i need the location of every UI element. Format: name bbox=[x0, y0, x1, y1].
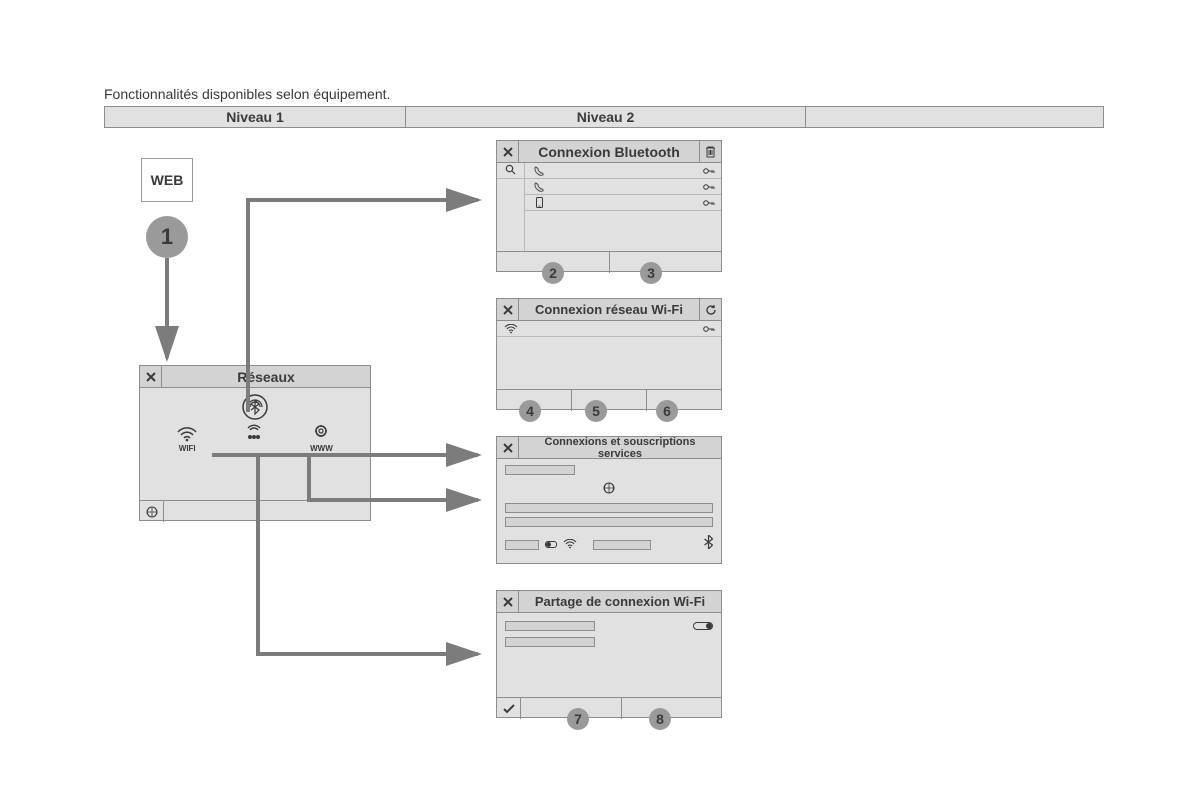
close-icon[interactable] bbox=[497, 299, 519, 320]
field-bar bbox=[505, 465, 575, 475]
check-icon[interactable] bbox=[497, 698, 521, 719]
field-bar bbox=[505, 637, 595, 647]
header-empty bbox=[805, 107, 1103, 127]
field-bar bbox=[593, 540, 651, 550]
panel-services: Connexions et souscriptions services bbox=[496, 436, 722, 564]
wifi-icon[interactable] bbox=[177, 426, 197, 442]
wifi-network-row[interactable] bbox=[497, 321, 721, 337]
www-services-icon[interactable] bbox=[311, 424, 331, 442]
field-bar bbox=[505, 503, 713, 513]
key-icon bbox=[701, 167, 721, 175]
close-icon[interactable] bbox=[497, 141, 519, 162]
bt-device-row[interactable] bbox=[525, 179, 721, 195]
panel-share-title: Partage de connexion Wi-Fi bbox=[519, 594, 721, 609]
hotspot-share-icon[interactable] bbox=[244, 424, 264, 442]
panel-reseaux: Réseaux WIFI bbox=[139, 365, 371, 521]
bubble-3: 3 bbox=[640, 262, 662, 284]
header-level1: Niveau 1 bbox=[105, 107, 405, 127]
bubble-2: 2 bbox=[542, 262, 564, 284]
toggle-icon[interactable] bbox=[693, 622, 713, 630]
key-icon bbox=[701, 199, 721, 207]
close-icon[interactable] bbox=[497, 437, 519, 458]
wifi-label: WIFI bbox=[179, 444, 196, 453]
panel-share: Partage de connexion Wi-Fi bbox=[496, 590, 722, 718]
handset-icon bbox=[525, 182, 553, 192]
bubble-4: 4 bbox=[519, 400, 541, 422]
mobile-icon bbox=[525, 197, 553, 208]
bt-device-row[interactable] bbox=[525, 195, 721, 211]
header-level2: Niveau 2 bbox=[405, 107, 805, 127]
globe-icon bbox=[603, 481, 615, 499]
bubble-5: 5 bbox=[585, 400, 607, 422]
search-icon[interactable] bbox=[505, 162, 516, 180]
bluetooth-icon[interactable] bbox=[242, 394, 268, 420]
close-icon[interactable] bbox=[497, 591, 519, 612]
refresh-icon[interactable] bbox=[699, 299, 721, 320]
trash-icon[interactable] bbox=[699, 141, 721, 162]
www-label: WWW bbox=[310, 444, 333, 453]
field-bar bbox=[505, 517, 713, 527]
key-icon bbox=[701, 325, 721, 333]
bubble-8: 8 bbox=[649, 708, 671, 730]
globe-icon[interactable] bbox=[140, 501, 164, 522]
caption-text: Fonctionnalités disponibles selon équipe… bbox=[104, 86, 390, 102]
wifi-icon bbox=[497, 324, 525, 334]
panel-wifi-title: Connexion réseau Wi-Fi bbox=[519, 302, 699, 317]
level-header-row: Niveau 1 Niveau 2 bbox=[104, 106, 1104, 128]
wifi-icon bbox=[563, 536, 577, 554]
panel-services-title: Connexions et souscriptions services bbox=[519, 436, 721, 460]
bubble-6: 6 bbox=[656, 400, 678, 422]
bubble-1: 1 bbox=[146, 216, 188, 258]
bt-device-row[interactable] bbox=[525, 163, 721, 179]
toggle-icon[interactable] bbox=[545, 541, 557, 548]
panel-wifi: Connexion réseau Wi-Fi bbox=[496, 298, 722, 410]
web-box: WEB bbox=[141, 158, 193, 202]
handset-icon bbox=[525, 166, 553, 176]
field-bar bbox=[505, 540, 539, 550]
panel-bluetooth-title: Connexion Bluetooth bbox=[519, 144, 699, 160]
field-bar bbox=[505, 621, 595, 631]
panel-reseaux-title: Réseaux bbox=[162, 369, 370, 385]
key-icon bbox=[701, 183, 721, 191]
panel-bluetooth: Connexion Bluetooth bbox=[496, 140, 722, 272]
bubble-7: 7 bbox=[567, 708, 589, 730]
bluetooth-icon bbox=[704, 535, 713, 554]
close-icon[interactable] bbox=[140, 366, 162, 387]
